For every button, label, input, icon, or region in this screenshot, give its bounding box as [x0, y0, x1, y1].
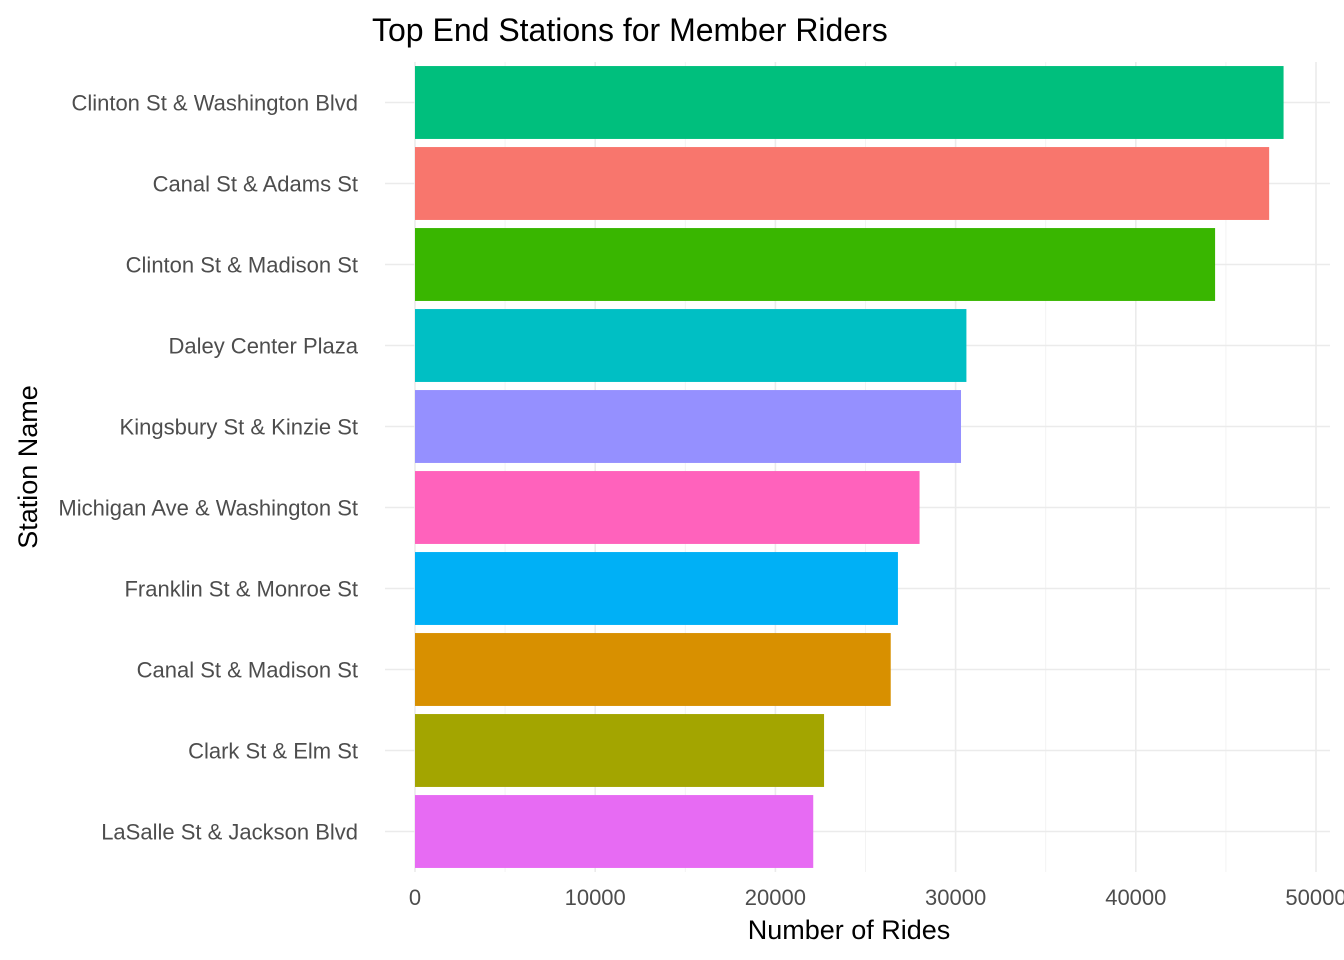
x-axis-tick-labels: 0 10000 20000 30000 40000 50000: [409, 885, 1344, 910]
y-tick-label: LaSalle St & Jackson Blvd: [101, 820, 358, 845]
bar: [415, 228, 1216, 301]
chart-title: Top End Stations for Member Riders: [372, 12, 888, 48]
x-tick-label: 0: [409, 885, 421, 910]
bar: [415, 714, 825, 787]
bar: [415, 147, 1270, 220]
y-tick-label: Clark St & Elm St: [188, 739, 358, 764]
x-tick-label: 50000: [1285, 885, 1344, 910]
y-tick-label: Canal St & Madison St: [137, 658, 358, 683]
bar: [415, 795, 814, 868]
y-tick-label: Clinton St & Washington Blvd: [71, 91, 358, 116]
bars: [415, 66, 1284, 868]
y-tick-label: Canal St & Adams St: [153, 172, 358, 197]
x-tick-label: 10000: [565, 885, 626, 910]
y-tick-label: Daley Center Plaza: [168, 334, 358, 359]
y-tick-label: Franklin St & Monroe St: [124, 577, 358, 602]
y-axis-tick-labels: Clinton St & Washington Blvd Canal St & A…: [58, 91, 358, 845]
y-tick-label: Kingsbury St & Kinzie St: [120, 415, 358, 440]
x-axis-title: Number of Rides: [748, 915, 951, 945]
x-tick-label: 30000: [925, 885, 986, 910]
y-tick-label: Clinton St & Madison St: [126, 253, 358, 278]
bar: [415, 633, 891, 706]
x-tick-label: 40000: [1105, 885, 1166, 910]
y-tick-label: Michigan Ave & Washington St: [58, 496, 358, 521]
bar: [415, 390, 962, 463]
x-tick-label: 20000: [745, 885, 806, 910]
bar: [415, 309, 967, 382]
bar: [415, 66, 1284, 139]
bar: [415, 471, 920, 544]
bar: [415, 552, 898, 625]
y-axis-title: Station Name: [13, 385, 43, 549]
